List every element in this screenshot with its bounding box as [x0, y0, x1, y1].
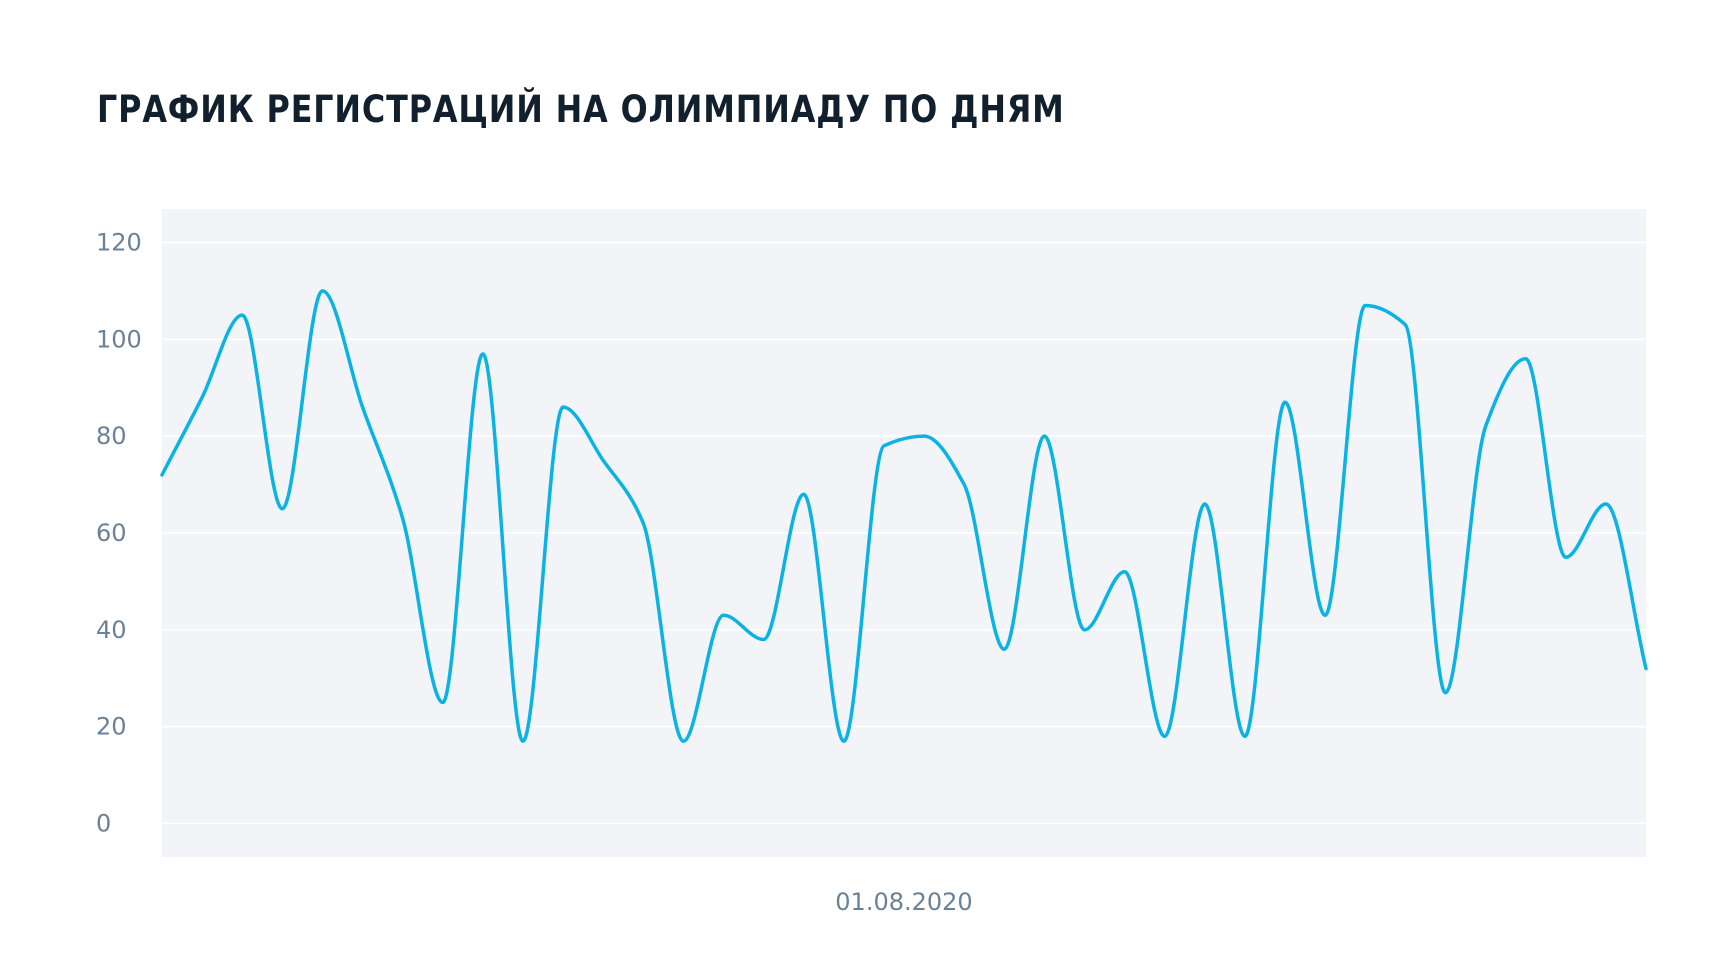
y-tick-label: 0: [96, 810, 111, 838]
x-axis-labels: 01.08.2020: [835, 888, 972, 916]
y-tick-label: 20: [96, 713, 127, 741]
x-tick-label: 01.08.2020: [835, 888, 972, 916]
series-line: [160, 289, 1648, 743]
y-tick-label: 40: [96, 616, 127, 644]
y-tick-label: 120: [96, 229, 142, 257]
y-tick-label: 100: [96, 325, 142, 353]
y-axis-ticks: 0 20 40 60 80 100 120: [96, 229, 142, 838]
y-tick-label: 60: [96, 519, 127, 547]
y-tick-label: 80: [96, 422, 127, 450]
chart-title: ГРАФИК РЕГИСТРАЦИЙ НА ОЛИМПИАДУ ПО ДНЯМ: [97, 88, 1065, 131]
grid-lines: [162, 241, 1646, 825]
